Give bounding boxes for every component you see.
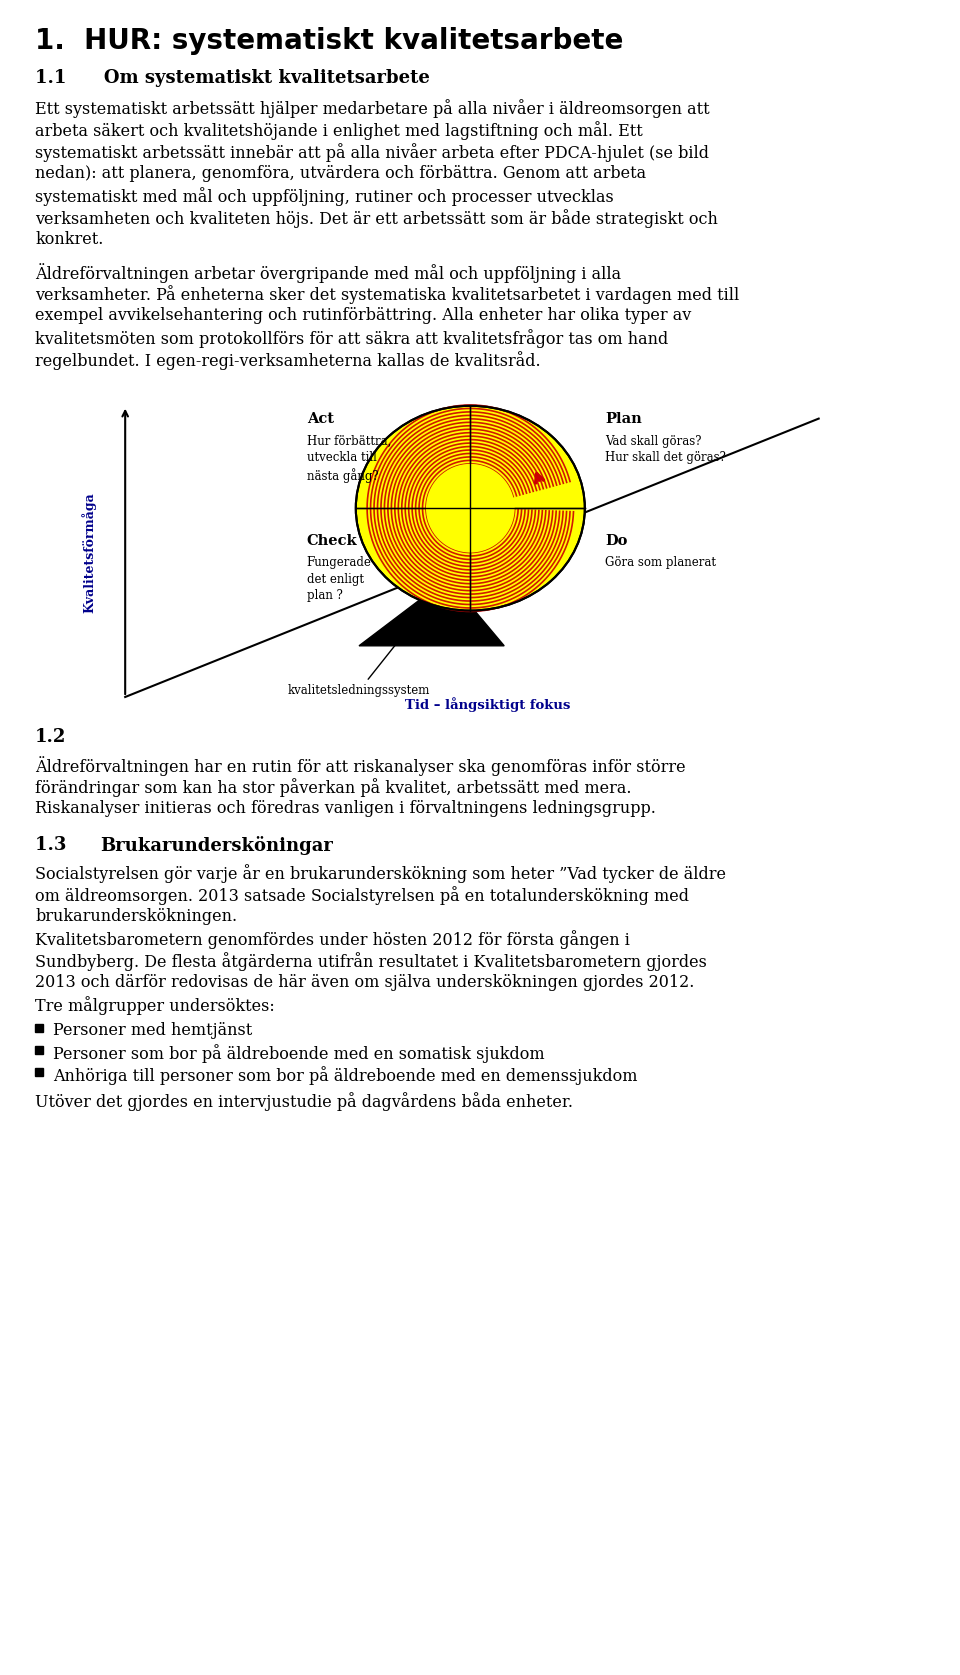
Text: Göra som planerat: Göra som planerat — [605, 556, 716, 570]
Text: Kvalitetsförmåga: Kvalitetsförmåga — [82, 492, 96, 613]
Text: Ett systematiskt arbetssätt hjälper medarbetare på alla nivåer i äldreomsorgen a: Ett systematiskt arbetssätt hjälper meda… — [35, 99, 709, 117]
Text: verksamheter. På enheterna sker det systematiska kvalitetsarbetet i vardagen med: verksamheter. På enheterna sker det syst… — [35, 285, 739, 303]
Text: Anhöriga till personer som bor på äldreboende med en demenssjukdom: Anhöriga till personer som bor på äldreb… — [53, 1065, 637, 1085]
Text: Tre målgrupper undersöktes:: Tre målgrupper undersöktes: — [35, 997, 275, 1015]
Text: konkret.: konkret. — [35, 231, 104, 248]
Text: Vad skall göras?
Hur skall det göras?: Vad skall göras? Hur skall det göras? — [605, 434, 726, 464]
Text: Fungerade
det enligt
plan ?: Fungerade det enligt plan ? — [306, 556, 372, 603]
Text: kvalitetsledningssystem: kvalitetsledningssystem — [288, 631, 430, 697]
Text: Do: Do — [605, 534, 628, 548]
Text: Äldreförvaltningen arbetar övergripande med mål och uppföljning i alla: Äldreförvaltningen arbetar övergripande … — [35, 263, 621, 283]
Text: Sundbyberg. De flesta åtgärderna utifrån resultatet i Kvalitetsbarometern gjorde: Sundbyberg. De flesta åtgärderna utifrån… — [35, 951, 707, 971]
Text: 1.3: 1.3 — [35, 836, 104, 854]
Text: verksamheten och kvaliteten höjs. Det är ett arbetssätt som är både strategiskt : verksamheten och kvaliteten höjs. Det är… — [35, 209, 718, 228]
Text: nedan): att planera, genomföra, utvärdera och förbättra. Genom att arbeta: nedan): att planera, genomföra, utvärder… — [35, 166, 646, 183]
Text: regelbundet. I egen-regi-verksamheterna kallas de kvalitsråd.: regelbundet. I egen-regi-verksamheterna … — [35, 352, 540, 370]
Ellipse shape — [356, 405, 585, 611]
Text: systematiskt med mål och uppföljning, rutiner och processer utvecklas: systematiskt med mål och uppföljning, ru… — [35, 188, 613, 206]
Text: 1.2: 1.2 — [35, 729, 66, 745]
Text: Socialstyrelsen gör varje år en brukarunderskökning som heter ”Vad tycker de äld: Socialstyrelsen gör varje år en brukarun… — [35, 864, 726, 883]
Text: arbeta säkert och kvalitetshöjande i enlighet med lagstiftning och mål. Ett: arbeta säkert och kvalitetshöjande i enl… — [35, 121, 643, 141]
Text: förändringar som kan ha stor påverkan på kvalitet, arbetssätt med mera.: förändringar som kan ha stor påverkan på… — [35, 777, 632, 797]
Text: Act: Act — [306, 412, 334, 425]
Text: 1.1      Om systematiskt kvalitetsarbete: 1.1 Om systematiskt kvalitetsarbete — [35, 69, 430, 87]
Text: Brukarundersköningar: Brukarundersköningar — [100, 836, 333, 854]
Text: Äldreförvaltningen har en rutin för att riskanalyser ska genomföras inför större: Äldreförvaltningen har en rutin för att … — [35, 755, 685, 776]
Polygon shape — [359, 578, 504, 647]
Text: exempel avvikelsehantering och rutinförbättring. Alla enheter har olika typer av: exempel avvikelsehantering och rutinförb… — [35, 307, 691, 323]
Text: systematiskt arbetssätt innebär att på alla nivåer arbeta efter PDCA-hjulet (se : systematiskt arbetssätt innebär att på a… — [35, 142, 709, 162]
Text: kvalitetsmöten som protokollförs för att säkra att kvalitetsfrågor tas om hand: kvalitetsmöten som protokollförs för att… — [35, 328, 668, 348]
Text: 2013 och därför redovisas de här även om själva underskökningen gjordes 2012.: 2013 och därför redovisas de här även om… — [35, 973, 694, 992]
Bar — [35, 1023, 43, 1032]
Bar — [35, 1069, 43, 1075]
Text: Plan: Plan — [605, 412, 641, 425]
Text: Personer med hemtjänst: Personer med hemtjänst — [53, 1022, 252, 1038]
Text: Utöver det gjordes en intervjustudie på dagvårdens båda enheter.: Utöver det gjordes en intervjustudie på … — [35, 1092, 573, 1111]
Ellipse shape — [426, 464, 515, 553]
Text: Tid – långsiktigt fokus: Tid – långsiktigt fokus — [405, 697, 571, 712]
Bar — [35, 1045, 43, 1054]
Text: 1.  HUR: systematiskt kvalitetsarbete: 1. HUR: systematiskt kvalitetsarbete — [35, 27, 623, 55]
Text: Hur förbättra,
utveckla till
nästa gång?: Hur förbättra, utveckla till nästa gång? — [306, 434, 391, 482]
Text: Personer som bor på äldreboende med en somatisk sjukdom: Personer som bor på äldreboende med en s… — [53, 1044, 544, 1064]
Text: Riskanalyser initieras och föredras vanligen i förvaltningens ledningsgrupp.: Riskanalyser initieras och föredras vanl… — [35, 801, 656, 817]
Text: om äldreomsorgen. 2013 satsade Socialstyrelsen på en totalunderskökning med: om äldreomsorgen. 2013 satsade Socialsty… — [35, 886, 689, 905]
Text: Kvalitetsbarometern genomfördes under hösten 2012 för första gången i: Kvalitetsbarometern genomfördes under hö… — [35, 930, 630, 950]
Text: Check: Check — [306, 534, 357, 548]
Text: brukarunderskökningen.: brukarunderskökningen. — [35, 908, 237, 925]
